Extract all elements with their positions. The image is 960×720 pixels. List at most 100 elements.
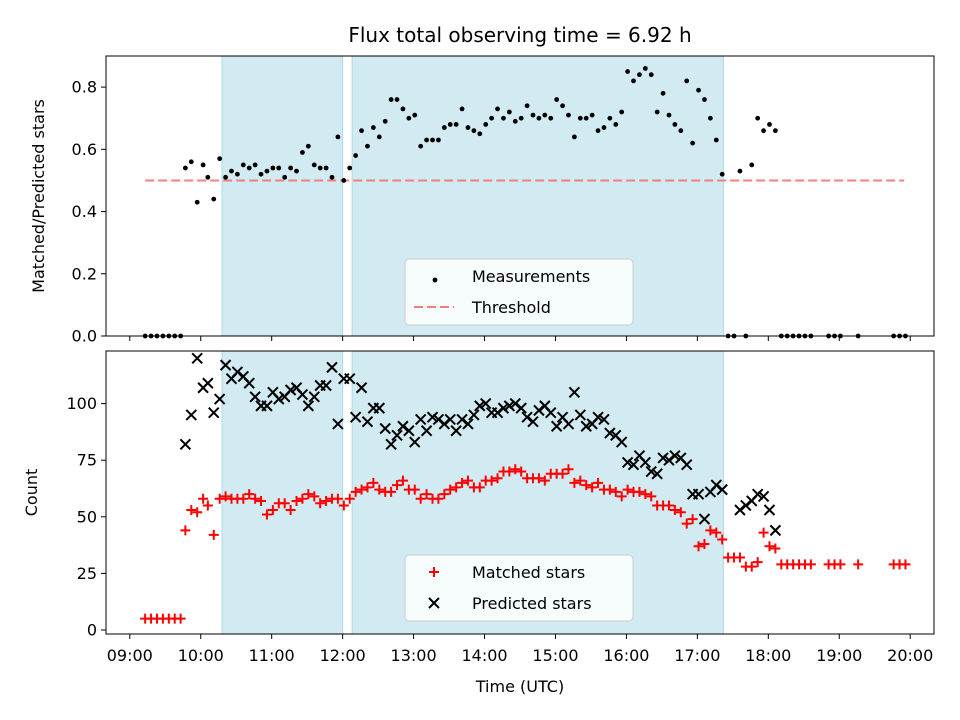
- x-tick-label-5: 14:00: [461, 646, 507, 665]
- measurement-point-97: [713, 137, 719, 143]
- predicted-point-25: [326, 361, 338, 374]
- x-tick-label-4: 13:00: [391, 646, 437, 665]
- measurement-point-24: [282, 174, 288, 180]
- measurement-point-81: [619, 109, 625, 115]
- matched-point-86: [646, 491, 657, 502]
- predicted-point-39: [409, 436, 421, 448]
- matched-point-10: [198, 493, 209, 504]
- matched-point-76: [587, 482, 598, 493]
- predicted-point-70: [592, 411, 604, 423]
- measurement-point-63: [512, 118, 518, 124]
- matched-point-74: [575, 475, 586, 486]
- measurement-point-105: [761, 128, 766, 134]
- matched-point-39: [368, 477, 379, 488]
- predicted-point-81: [657, 452, 669, 464]
- measurement-point-55: [465, 125, 471, 130]
- y-tick-label-4: 0.8: [72, 78, 97, 97]
- predicted-point-0: [179, 438, 192, 451]
- measurement-point-43: [394, 97, 400, 102]
- measurement-point-61: [501, 115, 506, 121]
- measurement-point-18: [246, 165, 252, 171]
- matched-point-19: [250, 493, 261, 504]
- counts-panel: 0 25 50 75 100 09:00 10:00 11:00 12:00 13:00 14:00…: [22, 350, 935, 665]
- measurement-point-73: [571, 134, 577, 140]
- measurement-point-57: [477, 131, 483, 137]
- matched-point-95: [699, 538, 710, 549]
- predicted-point-97: [763, 504, 776, 516]
- measurement-point-107: [773, 128, 778, 134]
- predicted-point-7: [219, 359, 232, 371]
- matched-point-79: [604, 484, 615, 495]
- measurement-point-31: [323, 165, 329, 171]
- measurement-point-38: [365, 143, 370, 149]
- measurement-point-94: [696, 87, 701, 93]
- measurement-point-14: [223, 174, 228, 180]
- measurement-point-49: [430, 137, 435, 143]
- measurement-point-10: [200, 162, 206, 168]
- matched-point-105: [758, 527, 769, 538]
- measurement-point-65: [524, 103, 530, 109]
- legend: [404, 258, 634, 326]
- measurement-point-85: [642, 66, 648, 71]
- matched-point-53: [451, 482, 462, 493]
- y-tick-label-0: 0.0: [72, 327, 97, 346]
- x-tick-label-3: 12:00: [320, 646, 366, 665]
- measurement-point-70: [554, 97, 560, 102]
- predicted-point-34: [379, 422, 391, 435]
- matched-point-104: [752, 557, 763, 568]
- x-tick-label-9: 18:00: [745, 646, 791, 665]
- matched-point-82: [622, 484, 633, 495]
- measurement-point-16: [235, 171, 240, 177]
- y-tick-label-1: 25: [77, 564, 97, 583]
- matched-point-50: [433, 493, 444, 504]
- measurement-point-17: [240, 162, 246, 168]
- measurement-point-45: [406, 115, 412, 121]
- matched-point-34: [338, 500, 349, 511]
- matched-point-43: [392, 480, 403, 491]
- matched-point-107: [770, 543, 781, 554]
- predicted-point-88: [698, 513, 711, 525]
- plot-frame: [105, 350, 935, 635]
- measurement-point-75: [583, 115, 589, 121]
- matched-point-103: [746, 561, 757, 572]
- measurement-point-13: [217, 156, 223, 162]
- predicted-point-75: [621, 456, 634, 469]
- predicted-point-49: [468, 409, 480, 421]
- predicted-point-4: [202, 377, 214, 389]
- x-tick-label-10: 19:00: [816, 646, 862, 665]
- measurement-point-95: [702, 97, 707, 102]
- measurement-point-86: [648, 72, 654, 78]
- measurement-point-22: [270, 165, 276, 171]
- matched-point-75: [581, 480, 592, 491]
- matched-point-52: [445, 484, 456, 495]
- measurement-point-79: [607, 115, 613, 121]
- matched-point-38: [362, 482, 373, 493]
- predicted-point-6: [213, 393, 226, 405]
- predicted-point-51: [480, 397, 492, 410]
- measurement-point-80: [613, 122, 619, 127]
- matched-point-71: [557, 468, 568, 479]
- measurement-point-11: [205, 174, 211, 180]
- predicted-point-71: [598, 413, 610, 426]
- legend-label-0: Matched stars: [472, 563, 585, 582]
- x-tick-label-1: 10:00: [178, 646, 224, 665]
- measurement-point-47: [418, 143, 424, 149]
- measurement-point-29: [311, 162, 317, 168]
- predicted-point-45: [444, 413, 456, 426]
- y-tick-label-2: 50: [77, 507, 97, 526]
- matched-point-91: [675, 507, 686, 518]
- predicted-point-2: [191, 352, 203, 365]
- matched-point-98: [717, 534, 728, 545]
- matched-point-13: [214, 493, 225, 504]
- measurement-point-66: [530, 112, 536, 118]
- predicted-point-28: [344, 372, 356, 385]
- matched-point-35: [344, 493, 355, 504]
- predicted-point-21: [302, 400, 315, 412]
- measurement-point-9: [194, 199, 200, 205]
- matched-point-97: [711, 527, 722, 538]
- x-axis-label: Time (UTC): [475, 677, 564, 696]
- y-tick-label-1: 0.2: [72, 264, 97, 283]
- predicted-point-95: [751, 488, 764, 500]
- matched-point-24: [279, 498, 290, 509]
- legend: [404, 554, 634, 622]
